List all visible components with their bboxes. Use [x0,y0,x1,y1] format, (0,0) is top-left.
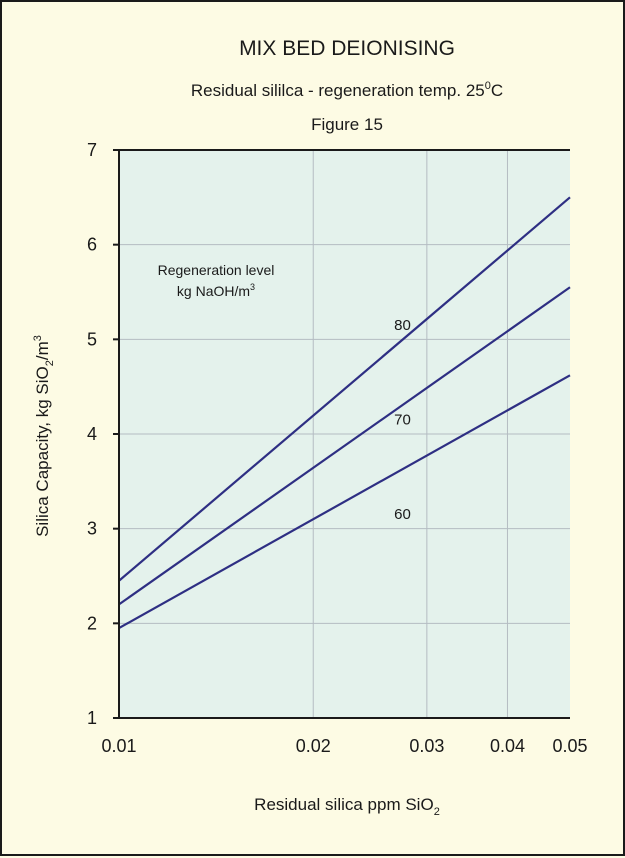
y-tick-label: 3 [87,519,97,539]
annotation-line-1: Regeneration level [158,262,275,278]
y-axis-label-group: Silica Capacity, kg SiO2/m3 [32,335,56,537]
figure-label: Figure 15 [311,115,383,134]
subtitle-superscript: 0 [485,80,491,92]
y-tick-label: 7 [87,140,97,160]
series-label-80: 80 [394,317,411,334]
y-axis-label-mid: /m [33,341,52,360]
y-axis-label: Silica Capacity, kg SiO2/m3 [32,335,56,537]
subtitle-suffix: C [491,81,503,100]
x-tick-label: 0.01 [101,736,136,756]
series-line-60 [118,374,571,630]
y-tick-label: 1 [87,708,97,728]
chart-title: MIX BED DEIONISING [239,37,455,60]
series-line-80 [118,196,571,582]
annotation-line-2: kg NaOH/m3 [177,282,255,299]
x-axis-label-subscript: 2 [434,806,440,818]
axes [113,149,570,719]
y-tick-label: 6 [87,235,97,255]
x-tick-label: 0.04 [490,736,525,756]
x-axis-label-text: Residual silica ppm SiO [254,795,434,814]
y-tick-label: 2 [87,613,97,633]
subtitle-text: Residual sililca - regeneration temp. 25 [191,81,485,100]
y-axis-label-sub: 2 [44,360,56,366]
series-lines: 80 70 60 [118,196,571,630]
x-tick-label: 0.02 [296,736,331,756]
tick-labels: 1 2 3 4 5 6 7 0.01 0.02 0.03 0.04 0.05 [87,140,588,756]
series-label-70: 70 [394,412,411,429]
x-tick-label: 0.03 [409,736,444,756]
x-axis-label: Residual silica ppm SiO2 [254,795,440,818]
y-tick-label: 5 [87,329,97,349]
annotation-line-2-superscript: 3 [250,282,255,292]
y-axis-label-pre: Silica Capacity, kg SiO [33,366,52,537]
y-tick-label: 4 [87,424,97,444]
chart-subtitle: Residual sililca - regeneration temp. 25… [191,80,503,100]
y-axis-label-sup: 3 [32,335,44,341]
annotation-line-2-text: kg NaOH/m [177,283,250,299]
series-label-60: 60 [394,506,411,523]
grid-lines [119,150,570,718]
series-line-70 [118,286,571,606]
x-tick-label: 0.05 [552,736,587,756]
